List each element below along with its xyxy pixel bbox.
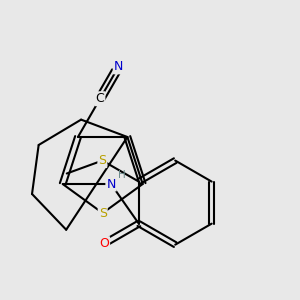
Text: C: C [96,92,104,105]
Text: N: N [114,60,123,74]
Text: H: H [118,169,125,180]
Text: N: N [106,178,116,190]
Text: S: S [98,154,106,167]
Text: S: S [99,207,107,220]
Text: O: O [99,237,109,250]
